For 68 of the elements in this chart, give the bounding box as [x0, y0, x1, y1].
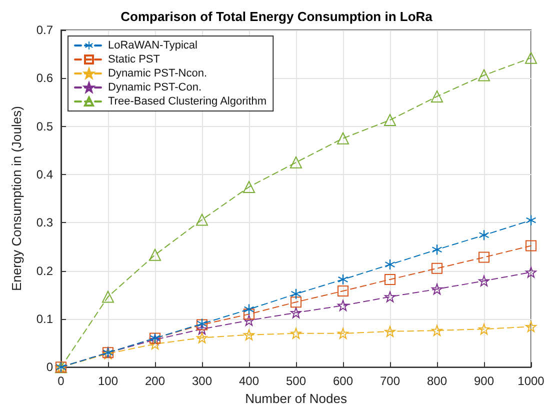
point	[479, 230, 489, 240]
x-tick-label: 800	[426, 374, 448, 388]
x-tick-label: 400	[238, 374, 260, 388]
x-tick-label: 100	[98, 374, 118, 388]
point	[384, 114, 396, 126]
x-tick-label: 500	[286, 374, 306, 388]
point	[244, 314, 254, 326]
point	[150, 338, 160, 350]
legend-label: Dynamic PST-Con.	[108, 82, 202, 94]
point	[196, 214, 208, 226]
point	[478, 275, 490, 286]
x-tick-label: 600	[332, 374, 354, 388]
y-tick-label: 0.1	[36, 312, 54, 326]
point	[432, 244, 442, 255]
point	[338, 274, 348, 284]
point	[338, 328, 348, 339]
point	[525, 52, 537, 64]
point	[384, 274, 396, 285]
point	[526, 321, 536, 332]
point	[526, 240, 536, 252]
point	[102, 290, 114, 303]
point	[478, 252, 490, 263]
point	[432, 284, 442, 295]
legend-label: Dynamic PST-Ncon.	[108, 68, 208, 80]
legend-label: Static PST	[108, 54, 160, 66]
point	[526, 215, 536, 226]
point	[431, 90, 443, 102]
x-tick-label: 0	[58, 374, 65, 388]
y-tick-label: 0.4	[36, 167, 54, 182]
y-tick-label: 0.5	[36, 119, 54, 134]
x-tick-label: 200	[144, 374, 166, 388]
y-tick-label: 0	[46, 360, 54, 374]
point	[478, 324, 490, 335]
chart-title: Comparison of Total Energy Consumption in LoRa	[120, 9, 434, 24]
point	[290, 328, 302, 339]
x-tick-label: 1000	[518, 374, 545, 388]
point	[244, 308, 254, 320]
point	[243, 180, 255, 193]
point	[196, 324, 208, 335]
legend-label: Tree-Based Clustering Algorithm	[108, 96, 267, 108]
point	[290, 296, 302, 308]
point	[291, 288, 301, 299]
point	[338, 300, 348, 311]
y-axis-title: Energy Consumption in (Joules)	[9, 106, 24, 292]
point	[478, 69, 490, 82]
y-tick-label: 0.6	[36, 71, 54, 86]
point	[432, 325, 442, 336]
legend-label: LoRaWAN-Typical	[108, 40, 198, 52]
point	[290, 156, 302, 168]
x-tick-label: 300	[192, 374, 212, 388]
point	[149, 248, 161, 261]
y-tick-label: 0.3	[36, 216, 54, 230]
y-tick-label: 0.2	[36, 264, 54, 278]
point	[338, 286, 348, 297]
x-tick-label: 700	[380, 374, 400, 388]
y-tick-label: 0.7	[36, 23, 54, 37]
point	[290, 307, 302, 318]
point	[384, 326, 396, 337]
x-tick-label: 900	[474, 374, 494, 388]
point	[244, 304, 254, 314]
point	[384, 291, 396, 302]
point	[432, 262, 442, 274]
point	[526, 266, 536, 278]
point	[385, 260, 395, 270]
point	[196, 332, 208, 344]
point	[337, 132, 349, 144]
x-axis-title: Number of Nodes	[245, 391, 348, 406]
point	[244, 329, 254, 340]
